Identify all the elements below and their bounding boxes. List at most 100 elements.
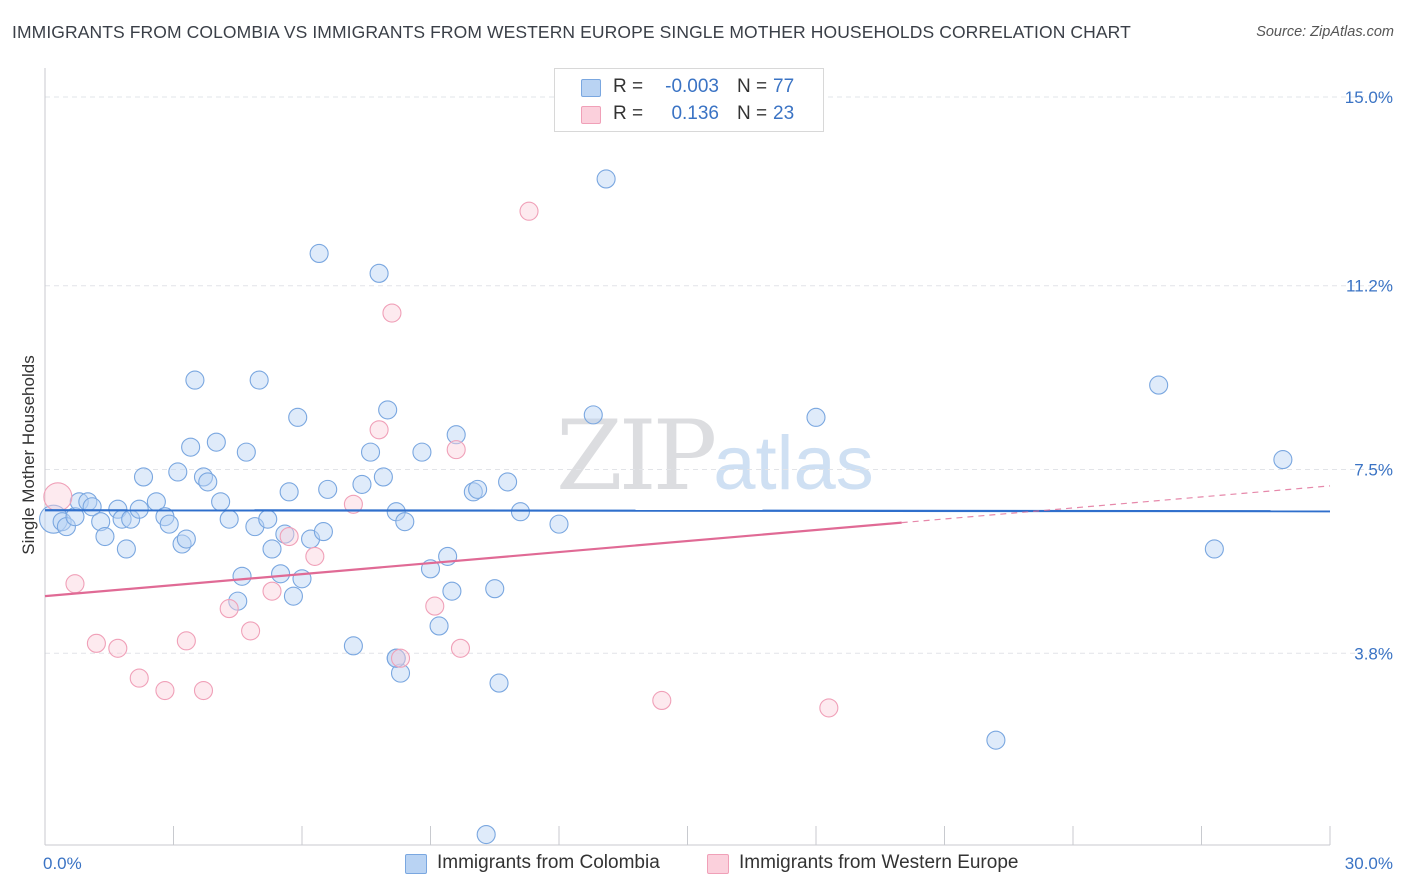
colombia-point [1149,375,1169,395]
source-credit: Source: ZipAtlas.com [1256,24,1394,40]
western-europe-point [519,201,539,221]
colombia-point [159,514,179,534]
western-europe-point [343,494,363,514]
western-europe-point [176,631,196,651]
colombia-point [510,502,531,522]
colombia-point [198,472,218,492]
legend-r-value: -0.003 [665,76,719,97]
western-europe-point [43,482,73,512]
colombia-point [258,509,278,529]
legend-row-colombia: R = -0.003 N = 77 [555,74,823,100]
western-europe-point [241,621,261,641]
watermark-zip: ZIP [556,400,717,512]
y-tick-label: 15.0% [1345,88,1393,107]
colombia-point [219,509,239,529]
legend-n-value: 23 [773,103,795,124]
colombia-point [412,442,432,462]
y-tick-label: 3.8% [1354,644,1393,663]
colombia-point [236,442,256,462]
colombia-point [185,370,205,390]
colombia-point [283,586,303,606]
western-europe-point [193,680,214,701]
colombia-point [468,479,488,499]
colombia-point [271,564,291,584]
bottom-legend-label: Immigrants from Western Europe [739,852,1019,873]
colombia-point [476,824,496,845]
colombia-point [176,529,196,549]
western-europe-point [262,581,282,601]
colombia-point [986,730,1006,750]
western-europe-swatch [581,106,601,124]
series-western-europe-points [43,201,839,718]
correlation-legend: R = -0.003 N = 77 R = 0.136 N = 23 [554,68,824,132]
colombia-point [395,512,415,532]
western-europe-point [219,599,239,619]
colombia-point [181,437,201,457]
colombia-point [91,512,111,532]
colombia-point [442,581,462,601]
x-tick-label: 0.0% [43,854,82,873]
series-colombia-points [39,169,1293,845]
western-europe-point [86,633,106,653]
y-tick-label: 7.5% [1354,461,1393,480]
colombia-point [352,474,372,494]
western-europe-point [425,596,445,616]
watermark-atlas: atlas [713,421,874,506]
legend-r-label: R = [613,103,644,124]
colombia-point [288,407,308,427]
x-tick-label: 30.0% [1345,854,1393,873]
western-europe-point [108,638,128,658]
western-europe-point [450,638,471,658]
colombia-point [373,467,393,487]
colombia-point [489,673,509,693]
legend-r-value: 0.136 [671,103,719,124]
chart-title: IMMIGRANTS FROM COLOMBIA VS IMMIGRANTS F… [12,22,1131,42]
colombia-point [232,566,252,586]
colombia-point [116,539,136,559]
colombia-point [318,479,338,499]
colombia-point [343,636,363,656]
colombia-point [583,405,603,425]
colombia-point [390,663,411,683]
western-europe-trend-extension [901,485,1331,524]
colombia-point [279,482,299,502]
western-europe-point [129,668,149,688]
colombia-point [309,243,329,263]
colombia-point [133,467,154,487]
colombia-point [95,526,115,547]
western-europe-point [446,440,466,460]
axes [44,68,1331,846]
colombia-point [206,432,226,452]
colombia-point [369,263,389,283]
legend-n-label: N = [737,103,768,124]
colombia-point [596,169,616,189]
colombia-point [249,370,269,390]
western-europe-point [155,680,175,701]
colombia-point [429,616,449,636]
colombia-point [485,579,505,599]
colombia-point [549,514,569,534]
tick-labels: 3.8% 7.5% 11.2% 15.0% 0.0% 30.0% [43,88,1393,873]
colombia-trend-line [44,509,1331,513]
colombia-point [1273,450,1293,470]
legend-n-label: N = [737,76,768,97]
western-europe-point [305,546,325,566]
western-europe-point [65,574,85,594]
western-europe-trend-line [44,521,902,598]
western-europe-point [369,420,389,440]
western-europe-point [390,648,411,668]
colombia-point [313,522,333,542]
colombia-point [1204,539,1224,559]
colombia-swatch [405,854,427,874]
colombia-point [386,648,406,668]
colombia-point [65,507,85,527]
western-europe-swatch [707,854,729,874]
y-tick-label: 11.2% [1346,277,1393,296]
legend-r-label: R = [613,76,644,97]
colombia-point [378,400,398,420]
western-europe-point [382,303,402,323]
watermark: ZIPatlas [556,400,874,512]
western-europe-point [279,526,299,547]
legend-row-western-europe: R = 0.136 N = 23 [555,101,823,127]
